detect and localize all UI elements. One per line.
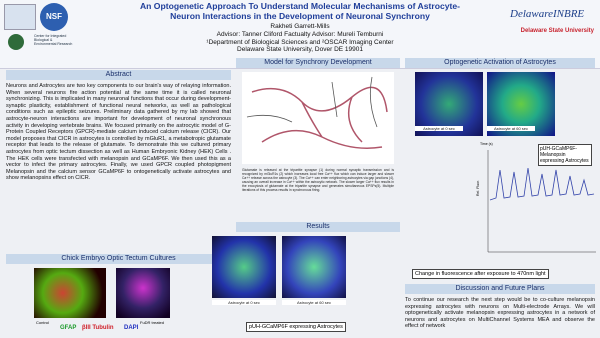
micrograph (282, 236, 346, 298)
micrograph (415, 72, 483, 136)
astrocyte-network (251, 86, 388, 149)
header (0, 0, 600, 69)
micrograph (34, 268, 106, 318)
image-label: Astrocyte at 60 sec (282, 300, 346, 305)
image-label: Astrocyte at 0 sec (415, 126, 463, 131)
logo (8, 34, 24, 50)
image-label: Astrocyte at 0 sec (212, 300, 276, 305)
section-header: Discussion and Future Plans (405, 284, 595, 294)
discussion-text: To continue our research the next step w… (405, 297, 595, 330)
stain-label: DAPI (124, 325, 139, 331)
caption: Change in fluorescence after exposure to… (412, 269, 549, 279)
cibr-logo: Center for Integrated Biological & Envir… (34, 34, 73, 46)
title-line: An Optogenetic Approach To Understand Mo… (139, 1, 461, 11)
section-header: Results (236, 222, 400, 232)
stain-label: βIII Tubulin (82, 325, 114, 331)
stain-label: GFAP (60, 325, 77, 331)
advisors: Advisor: Tanner Cliford Factualty Adviso… (216, 30, 384, 38)
section-header: Chick Embryo Optic Tectum Cultures (6, 254, 231, 264)
micrograph (212, 236, 276, 298)
diagram-bg (242, 72, 394, 164)
x-axis-label: Time (s) (480, 142, 493, 146)
legend: pUH-GCaMP6F-Melanopsin expressing Astroc… (538, 144, 592, 166)
nsf-logo: NSF (40, 3, 68, 31)
byline: Rakheti Garrett-Mills Advisor: Tanner Cl… (100, 23, 500, 54)
y-axis-label: Rel. Fluor. (475, 180, 480, 196)
image-label: FuDR treated (140, 320, 165, 325)
title-line: Neuron Interactions in the Development o… (170, 11, 430, 21)
university: Delaware State University, Dover DE 1990… (237, 46, 363, 54)
title: An Optogenetic Approach To Understand Mo… (100, 1, 500, 21)
section-header: Abstract (6, 70, 231, 80)
legend: pUH-GCaMP6F expressing Astrocytes (246, 322, 346, 332)
section-header: Optogenetic Activation of Astrocytes (405, 58, 595, 68)
image-label: Astrocyte at 60 sec (487, 126, 535, 131)
abstract-text: Neurons and Astrocytes are two key compo… (6, 83, 231, 182)
image-label: Control (36, 320, 49, 325)
logo (4, 4, 36, 30)
neurons (246, 76, 378, 128)
trace-plot (487, 150, 596, 253)
fluorescence-trace (489, 167, 595, 201)
micrograph (116, 268, 170, 318)
affiliation: ¹Department of Biological Sciences and ²… (206, 38, 394, 46)
model-diagram (242, 72, 394, 164)
model-caption: Glutamate is released at the tripartite … (242, 168, 394, 192)
author: Rakheti Garrett-Mills (270, 23, 330, 30)
micrograph (487, 72, 555, 136)
section-header: Model for Synchrony Development (236, 58, 400, 68)
inbre-logo: DelawareINBRE (510, 8, 585, 20)
dsu-logo: Delaware State University (520, 28, 594, 34)
